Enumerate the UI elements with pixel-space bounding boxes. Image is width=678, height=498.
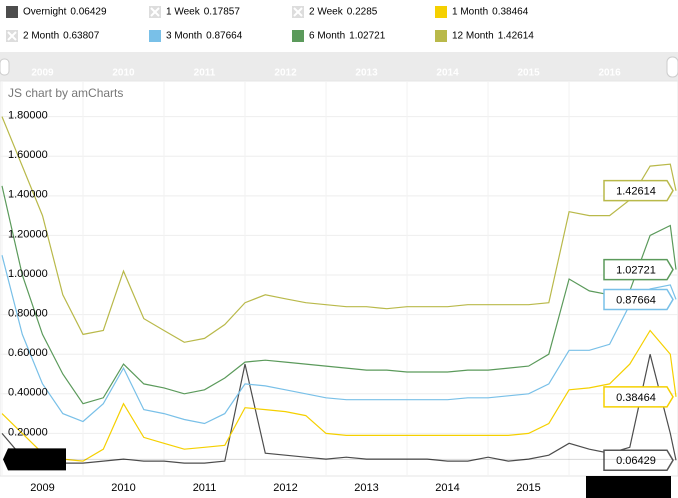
legend-item[interactable]: 12 Month 1.42614	[435, 30, 534, 42]
legend-value: 0.06429	[70, 7, 107, 18]
series-line	[1, 185, 677, 405]
cursor-date-box	[586, 476, 671, 498]
watermark: JS chart by amCharts	[8, 86, 123, 100]
x-tick-label: 2015	[516, 482, 540, 494]
scrollbar[interactable]	[0, 52, 678, 81]
plot-area	[0, 80, 678, 477]
legend-value: 0.17857	[204, 7, 241, 18]
x-tick-label: 2010	[111, 482, 135, 494]
legend-label: 1 Month	[452, 7, 488, 18]
y-tick-label: 0.60000	[8, 347, 48, 359]
y-tick-label: 1.80000	[8, 110, 48, 122]
y-tick-label: 0.80000	[8, 308, 48, 320]
legend-item[interactable]: 1 Month 0.38464	[435, 6, 529, 18]
legend-label: 2 Week	[309, 7, 344, 18]
legend-swatch	[6, 6, 18, 18]
legend-swatch	[149, 30, 161, 42]
value-balloon	[603, 386, 674, 408]
legend-hidden-icon	[293, 7, 303, 17]
legend-label: 12 Month	[452, 31, 494, 42]
legend-label: Overnight	[23, 7, 67, 18]
legend-hidden-icon	[150, 7, 160, 17]
value-balloon-label: 0.06429	[616, 455, 656, 467]
series-line	[1, 116, 677, 343]
legend-label: 6 Month	[309, 31, 345, 42]
cursor-value-box	[3, 448, 66, 471]
y-tick-label: 1.00000	[8, 268, 48, 280]
y-tick-label: 0.20000	[8, 426, 48, 438]
value-balloon-label: 0.87664	[616, 294, 656, 306]
cursor-value-label: 0.06897	[17, 454, 57, 466]
x-tick-label: 2012	[273, 482, 297, 494]
legend-swatch	[435, 30, 447, 42]
y-tick-label: 0.40000	[8, 387, 48, 399]
legend-value: 0.63807	[63, 31, 100, 42]
value-balloon	[603, 258, 674, 281]
legend-item[interactable]: 3 Month 0.87664	[149, 30, 243, 42]
legend-hidden-icon	[7, 31, 17, 41]
overlay: 0.20000 0.40000 0.60000 0.80000 1.00000 1.200…	[3, 68, 676, 498]
legend-swatch	[292, 30, 304, 42]
value-balloon	[603, 288, 674, 311]
value-balloon-label: 1.42614	[616, 186, 656, 198]
legend-item[interactable]: Overnight 0.06429	[6, 6, 107, 18]
grid	[0, 81, 678, 476]
lines	[1, 116, 677, 464]
legend-value: 0.2285	[347, 7, 378, 18]
x-tick-label: 2014	[435, 482, 459, 494]
legend-value: 0.38464	[492, 7, 529, 18]
x-tick-label: 2013	[354, 482, 378, 494]
legend-value: 1.02721	[349, 31, 386, 42]
scroll-label: 2015	[517, 68, 540, 79]
y-tick-label: 1.20000	[8, 228, 48, 240]
cursor-date-label: Apr 26, 2017	[597, 482, 660, 494]
scroll-handle-right[interactable]	[666, 56, 678, 78]
series-line	[1, 354, 677, 464]
legend-label: 1 Week	[166, 7, 201, 18]
scroll-label: 2011	[194, 68, 216, 79]
x-tick-label: 2009	[30, 482, 54, 494]
y-tick-label: 1.40000	[8, 189, 48, 201]
x-tick-label: 2011	[193, 482, 217, 494]
value-balloon-label: 1.02721	[616, 265, 656, 277]
scroll-label: 2010	[112, 68, 135, 79]
scroll-label: 2009	[31, 68, 54, 79]
scroll-handle-left[interactable]	[0, 58, 10, 76]
legend-label: 2 Month	[23, 31, 59, 42]
scroll-label: 2013	[355, 68, 378, 79]
value-balloon-label: 0.38464	[616, 392, 656, 404]
scroll-label: 2014	[436, 68, 459, 79]
legend-value: 1.42614	[498, 31, 535, 42]
scroll-label: 2016	[598, 68, 621, 79]
series-line	[1, 329, 677, 462]
series-line	[1, 255, 677, 425]
legend-value: 0.87664	[206, 31, 243, 42]
legend-item[interactable]: 2 Month 0.63807	[6, 30, 100, 42]
legend-swatch	[435, 6, 447, 18]
legend-item[interactable]: 6 Month 1.02721	[292, 30, 386, 42]
legend-label: 3 Month	[166, 31, 202, 42]
legend-item[interactable]: 1 Week 0.17857	[149, 6, 240, 18]
legend-item[interactable]: 2 Week 0.2285	[292, 6, 378, 18]
scroll-label: 2012	[274, 68, 297, 79]
value-balloon	[603, 449, 674, 472]
y-tick-label: 1.60000	[8, 149, 48, 161]
value-balloon	[603, 179, 674, 202]
